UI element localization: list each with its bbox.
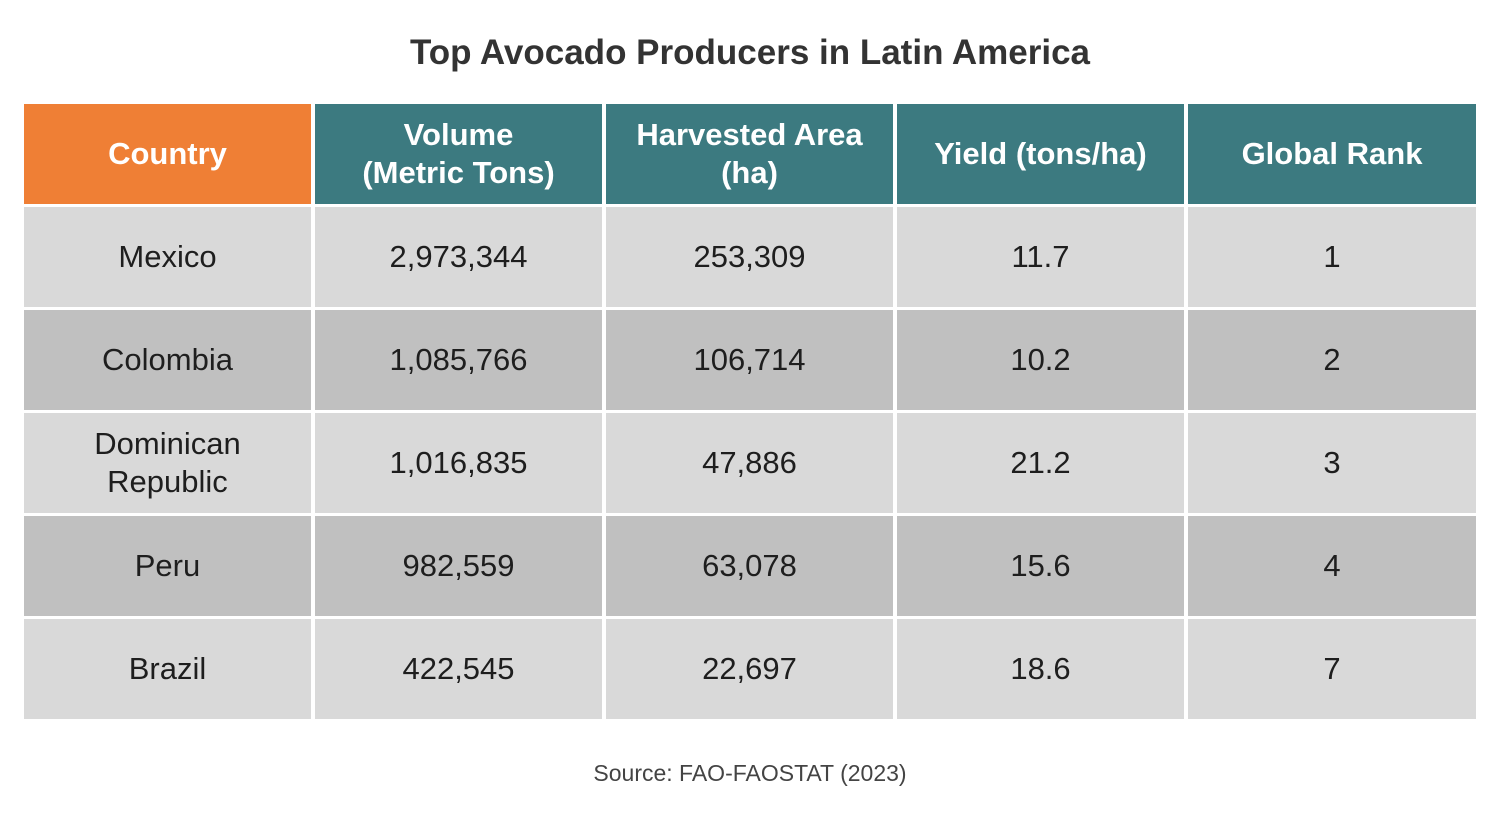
table-cell-volume-metric-tons: 422,545: [315, 619, 602, 719]
table-cell-global-rank: 3: [1188, 413, 1476, 513]
data-table: Country Volume (Metric Tons) Harvested Area…: [24, 104, 1476, 720]
column-header-yield-tons-ha: Yield (tons/ha): [897, 104, 1184, 204]
table-cell-harvested-area-ha: 47,886: [606, 413, 893, 513]
column-header-volume-metric-tons: Volume (Metric Tons): [315, 104, 602, 204]
table-cell-country: Colombia: [24, 310, 311, 410]
table-cell-country: Dominican Republic: [24, 413, 311, 513]
table-cell-country: Mexico: [24, 207, 311, 307]
table-cell-global-rank: 4: [1188, 516, 1476, 616]
table-cell-harvested-area-ha: 22,697: [606, 619, 893, 719]
source-note: Source: FAO-FAOSTAT (2023): [593, 760, 907, 786]
table-cell-country: Brazil: [24, 619, 311, 719]
table-cell-volume-metric-tons: 1,016,835: [315, 413, 602, 513]
column-header-global-rank: Global Rank: [1188, 104, 1476, 204]
column-header-country: Country: [24, 104, 311, 204]
table-cell-harvested-area-ha: 253,309: [606, 207, 893, 307]
table-cell-volume-metric-tons: 1,085,766: [315, 310, 602, 410]
table-cell-yield-tons-ha: 18.6: [897, 619, 1184, 719]
table-cell-global-rank: 1: [1188, 207, 1476, 307]
table-cell-volume-metric-tons: 982,559: [315, 516, 602, 616]
table-cell-global-rank: 2: [1188, 310, 1476, 410]
table-cell-yield-tons-ha: 10.2: [897, 310, 1184, 410]
column-header-harvested-area-ha: Harvested Area (ha): [606, 104, 893, 204]
table-cell-harvested-area-ha: 63,078: [606, 516, 893, 616]
table-cell-volume-metric-tons: 2,973,344: [315, 207, 602, 307]
table-cell-yield-tons-ha: 15.6: [897, 516, 1184, 616]
table-title: Top Avocado Producers in Latin America: [409, 33, 1091, 72]
table-cell-global-rank: 7: [1188, 619, 1476, 719]
table-cell-yield-tons-ha: 21.2: [897, 413, 1184, 513]
table-cell-yield-tons-ha: 11.7: [897, 207, 1184, 307]
table-cell-country: Peru: [24, 516, 311, 616]
table-cell-harvested-area-ha: 106,714: [606, 310, 893, 410]
